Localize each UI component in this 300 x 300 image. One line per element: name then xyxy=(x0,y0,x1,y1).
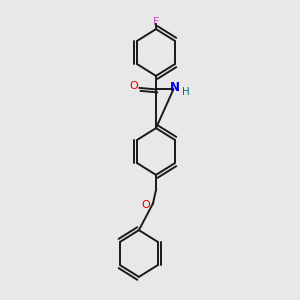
Text: N: N xyxy=(170,81,180,94)
Text: H: H xyxy=(182,87,189,97)
Text: O: O xyxy=(141,200,150,210)
Text: F: F xyxy=(153,16,159,27)
Text: O: O xyxy=(130,81,139,92)
